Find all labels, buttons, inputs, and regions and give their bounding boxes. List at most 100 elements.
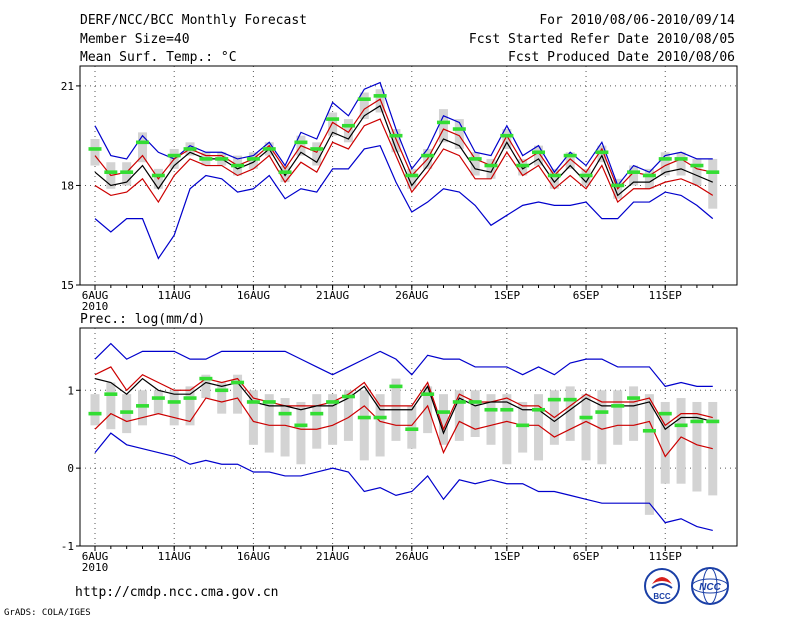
median-marker (690, 419, 704, 424)
median-marker (215, 157, 229, 161)
x-tick-label: 1SEP (494, 550, 521, 563)
spread-box (502, 129, 512, 149)
median-marker (246, 400, 260, 404)
spread-box (138, 132, 148, 163)
spread-box (565, 152, 575, 169)
median-marker (357, 97, 371, 101)
spread-box (359, 92, 369, 120)
median-marker (310, 147, 324, 151)
median-marker (373, 94, 387, 98)
median-marker (278, 411, 292, 416)
series-min-line (94, 144, 714, 260)
median-marker (88, 147, 102, 151)
median-marker (104, 170, 118, 174)
median-marker (500, 407, 514, 412)
member-size-label: Member Size=40 (80, 32, 190, 47)
spread-box (328, 112, 338, 136)
series-mean-line (94, 104, 713, 197)
x-tick-label: 6AUG (82, 289, 109, 302)
y-tick-label: 18 (61, 179, 74, 192)
median-marker (357, 415, 371, 420)
median-marker (310, 411, 324, 416)
ncc-logo-text: NCC (699, 582, 721, 593)
spread-box (407, 168, 417, 189)
median-marker (484, 163, 498, 168)
spread-box (534, 145, 544, 166)
spread-box (343, 119, 353, 143)
median-marker (547, 397, 561, 402)
median-marker (231, 163, 245, 168)
median-marker (199, 157, 213, 161)
median-marker (706, 170, 720, 174)
period-label: For 2010/08/06-2010/09/14 (539, 13, 735, 28)
median-marker (183, 147, 197, 151)
spread-box (359, 390, 369, 461)
spread-box (407, 405, 417, 449)
median-marker (532, 407, 546, 412)
y-tick-label: -1 (61, 540, 74, 553)
spread-box (217, 382, 227, 414)
median-marker (199, 376, 213, 381)
spread-box (343, 390, 353, 441)
spread-box (486, 394, 496, 445)
spread-box (438, 109, 448, 143)
x-tick-label: 21AUG (316, 550, 349, 563)
spread-box (676, 152, 686, 176)
spread-box (518, 401, 528, 453)
median-marker (642, 428, 656, 433)
median-marker (294, 140, 308, 145)
x-tick-label: 11SEP (649, 550, 682, 563)
x-tick-label: 16AUG (237, 289, 270, 302)
x-tick-label: 11AUG (158, 289, 191, 302)
median-marker (516, 423, 530, 428)
spread-box (692, 401, 702, 492)
median-marker (151, 396, 165, 400)
spread-box (597, 390, 607, 465)
median-marker (547, 173, 561, 178)
series-max-line (94, 342, 713, 388)
median-marker (326, 117, 340, 121)
median-marker (611, 404, 625, 408)
spread-box (185, 386, 195, 426)
y-tick-label: 21 (61, 80, 74, 93)
spread-box (280, 398, 290, 457)
median-marker (120, 170, 134, 174)
spread-box (502, 394, 512, 465)
y-tick-label: 15 (61, 279, 74, 292)
spread-box (312, 142, 322, 166)
spread-box (629, 165, 639, 186)
median-marker (326, 400, 340, 404)
median-marker (405, 427, 419, 432)
spread-box (470, 390, 480, 437)
series-lower-line (94, 397, 713, 458)
median-marker (136, 140, 150, 145)
spread-box (708, 158, 718, 209)
median-marker (674, 157, 688, 161)
median-marker (421, 153, 435, 158)
x-tick-label: 26AUG (395, 550, 428, 563)
median-marker (579, 415, 593, 420)
series-mean-line (94, 377, 713, 435)
spread-box (264, 394, 274, 453)
spread-box (676, 398, 686, 484)
median-marker (183, 396, 197, 400)
median-marker (262, 400, 276, 404)
grads-credit: GrADS: COLA/IGES (4, 608, 91, 618)
spread-box (248, 390, 258, 445)
median-marker (136, 404, 150, 408)
x-year-label: 2010 (82, 300, 109, 313)
median-marker (532, 150, 546, 155)
x-tick-label: 6SEP (573, 550, 600, 563)
median-marker (246, 157, 260, 161)
spread-box (486, 158, 496, 179)
median-marker (516, 163, 530, 168)
spread-box (233, 374, 243, 414)
temperature-panel: 15 18 21 6AUG 11AUG 16AUG 21AUG 26AUG 1SEP 6SEP 11… (61, 65, 738, 313)
median-marker (231, 380, 245, 385)
produced-date-label: Fcst Produced Date 2010/08/06 (508, 50, 735, 65)
spread-box (660, 152, 670, 176)
spread-box (201, 374, 211, 399)
series-min-line (94, 432, 713, 532)
x-year-label: 2010 (82, 561, 109, 574)
